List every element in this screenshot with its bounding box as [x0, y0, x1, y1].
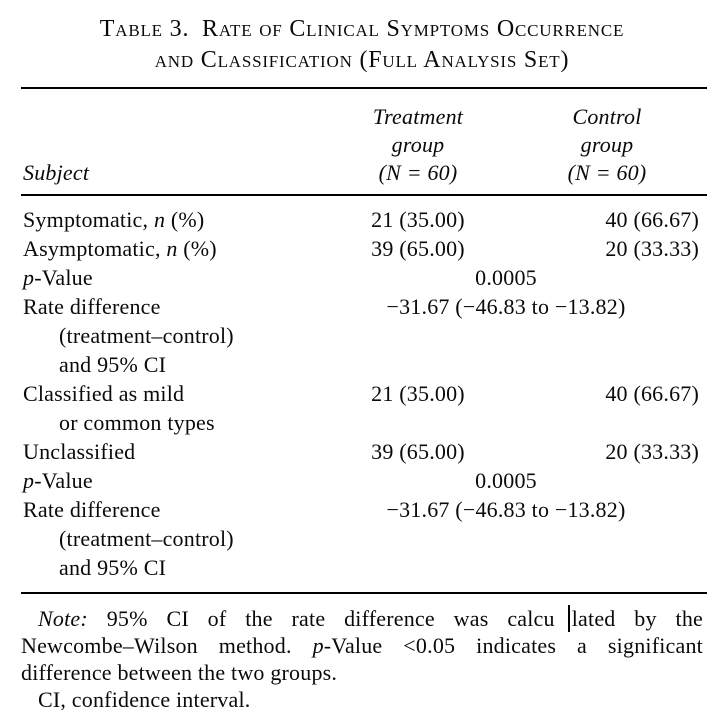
rate-difference-span-value: −31.67 (−46.83 to −13.82) [386, 294, 626, 319]
pvalue-span-value: 0.0005 [475, 265, 537, 290]
table-row-pvalue-1: p-Value 0.0005 [21, 263, 707, 292]
clinical-symptoms-table: Subject Treatment group (N = 60) Control… [21, 87, 707, 594]
treatment-value: 21 (35.00) [371, 381, 465, 406]
table-note: Note: 95% CI of the rate difference was … [21, 605, 703, 713]
control-value: 20 (33.33) [605, 236, 699, 261]
text-cursor-icon: l [555, 605, 578, 632]
table-row-symptomatic: Symptomatic, n (%) 21 (35.00) 40 (66.67) [21, 195, 707, 234]
table-row-rate-difference-2: Rate difference (treatment–control) and … [21, 495, 707, 594]
treatment-value: 21 (35.00) [371, 207, 465, 232]
table-row-classified-mild: Classified as mild or common types 21 (3… [21, 379, 707, 437]
table-row-unclassified: Unclassified 39 (65.00) 20 (33.33) [21, 437, 707, 466]
row-label: Rate difference (treatment–control) and … [21, 495, 329, 594]
note-line-3: difference between the two groups. [21, 660, 338, 685]
table-title-line-1: Table 3. Rate of Clinical Symptoms Occur… [99, 16, 625, 42]
table-row-asymptomatic: Asymptomatic, n (%) 39 (65.00) 20 (33.33… [21, 234, 707, 263]
table-container: Subject Treatment group (N = 60) Control… [21, 87, 707, 713]
treatment-value: 39 (65.00) [371, 439, 465, 464]
control-header-line: Control [572, 104, 642, 129]
control-header-line: group [580, 132, 634, 157]
row-label: p-Value [23, 265, 93, 290]
treatment-header-line: Treatment [372, 104, 464, 129]
row-label: Rate difference (treatment–control) and … [23, 294, 234, 377]
row-label: Classified as mild or common types [23, 381, 215, 435]
table-title-line-2: and Classification (Full Analysis Set) [154, 47, 570, 73]
control-value: 20 (33.33) [605, 439, 699, 464]
column-header-subject: Subject [21, 88, 329, 196]
table-body: Symptomatic, n (%) 21 (35.00) 40 (66.67)… [21, 195, 707, 594]
column-header-treatment: Treatment group (N = 60) [329, 88, 507, 196]
header-row: Subject Treatment group (N = 60) Control… [21, 88, 707, 196]
treatment-value: 39 (65.00) [371, 236, 465, 261]
table-row-rate-difference-1: Rate difference (treatment–control) and … [21, 292, 707, 379]
note-line-4: CI, confidence interval. [38, 687, 251, 712]
table-header: Subject Treatment group (N = 60) Control… [21, 88, 707, 196]
treatment-header-line: group [391, 132, 445, 157]
control-value: 40 (66.67) [605, 381, 699, 406]
row-label: p-Value [23, 468, 93, 493]
control-header-line: (N = 60) [567, 160, 647, 185]
table-title: Table 3. Rate of Clinical Symptoms Occur… [0, 14, 724, 76]
treatment-header-line: (N = 60) [378, 160, 458, 185]
control-value: 40 (66.67) [605, 207, 699, 232]
table-row-pvalue-2: p-Value 0.0005 [21, 466, 707, 495]
row-label: Symptomatic, n (%) [23, 207, 205, 232]
rate-difference-span-value: −31.67 (−46.83 to −13.82) [329, 495, 707, 594]
row-label: Asymptomatic, n (%) [23, 236, 217, 261]
note-lead: Note: [38, 606, 88, 631]
note-line-2: Newcombe–Wilson method. p-Value <0.05 in… [21, 633, 703, 658]
column-header-control: Control group (N = 60) [507, 88, 707, 196]
pvalue-span-value: 0.0005 [475, 468, 537, 493]
note-line-1: Note: 95% CI of the rate difference was … [38, 605, 703, 632]
row-label: Unclassified [23, 439, 136, 464]
